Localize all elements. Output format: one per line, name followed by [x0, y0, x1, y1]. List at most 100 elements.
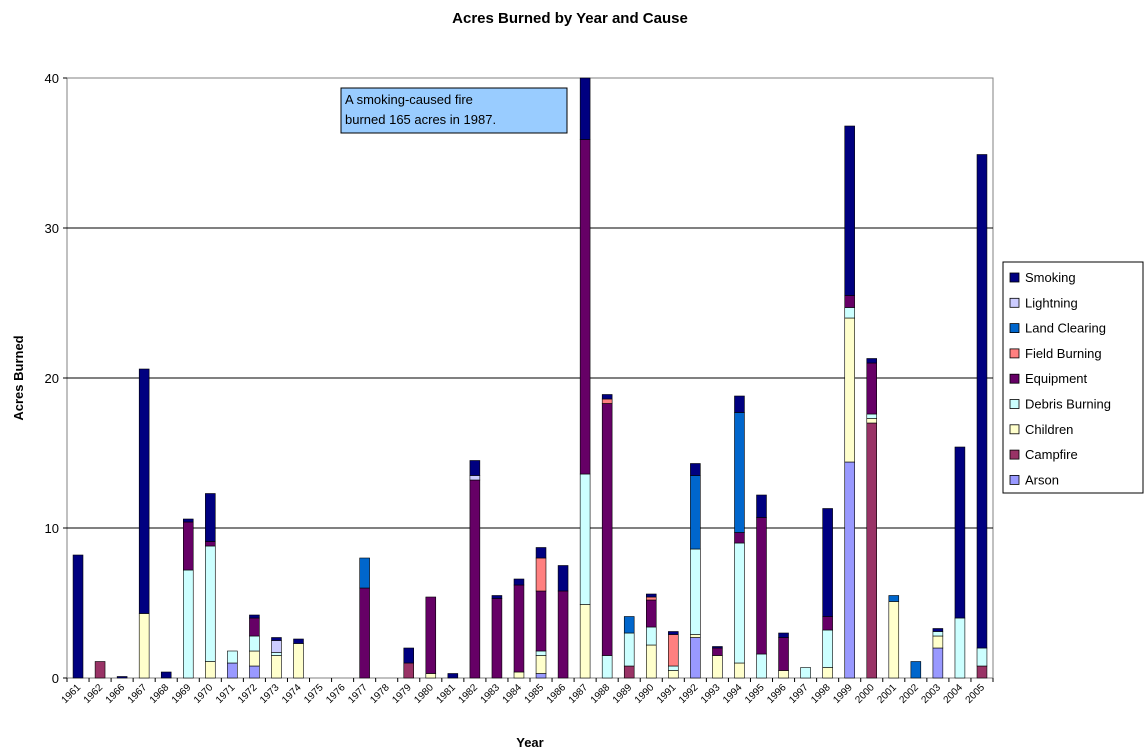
- x-tick-label: 1967: [126, 682, 150, 706]
- y-tick-label: 40: [45, 71, 59, 86]
- x-tick-label: 2003: [919, 682, 943, 706]
- legend: Smoking Lightning Land Clearing Field Burni…: [1002, 261, 1144, 494]
- legend-label: Arson: [1025, 472, 1059, 487]
- bar-segment-equipment: [866, 362, 877, 415]
- bar-segment-land-clearing: [888, 595, 900, 602]
- x-tick-label: 1971: [214, 682, 238, 706]
- bar-segment-smoking: [778, 632, 789, 638]
- x-tick-label: 1962: [82, 682, 106, 706]
- legend-label: Children: [1025, 422, 1073, 437]
- legend-box: [1002, 261, 1144, 494]
- bar-segment-arson: [227, 662, 238, 679]
- bar-segment-children: [866, 418, 877, 424]
- x-tick-label: 1961: [60, 682, 84, 706]
- bar-segment-children: [646, 644, 657, 679]
- legend-label: Equipment: [1025, 371, 1088, 386]
- bar-segment-arson: [249, 665, 260, 679]
- bar-segment-land-clearing: [690, 475, 701, 550]
- y-tick-label: 20: [45, 371, 59, 386]
- legend-swatch: [1009, 399, 1020, 409]
- bar-segment-smoking: [932, 628, 944, 632]
- x-tick-label: 1969: [170, 682, 194, 706]
- bar-segment-debris-burning: [535, 650, 547, 656]
- bar-segment-equipment: [491, 598, 503, 679]
- bar-segment-equipment: [601, 403, 613, 656]
- x-tick-label: 1981: [434, 682, 458, 706]
- bar-segment-smoking: [447, 673, 459, 679]
- bar-segment-debris-burning: [205, 545, 216, 662]
- bar-segment-arson: [690, 637, 701, 679]
- bar-segment-debris-burning: [932, 631, 944, 637]
- x-tick-label: 1975: [302, 682, 326, 706]
- bar-segment-field-burning: [535, 557, 547, 592]
- bar-segment-smoking: [646, 593, 657, 598]
- bar-segment-debris-burning: [601, 655, 613, 679]
- x-tick-label: 1977: [346, 682, 370, 706]
- y-axis-ticks: 0 10 20 30 40: [45, 71, 67, 686]
- bar-segment-children: [293, 643, 304, 679]
- bar-segment-debris-burning: [866, 413, 877, 419]
- bar-segment-smoking: [491, 595, 503, 599]
- x-tick-label: 1980: [412, 682, 436, 706]
- x-tick-label: 1987: [567, 682, 591, 706]
- bar-segment-debris-burning: [668, 665, 679, 671]
- bar-segment-debris-burning: [646, 626, 657, 646]
- y-axis-label: Acres Burned: [11, 335, 26, 420]
- x-axis-ticks: 1961196219661967196819691970197119721973…: [60, 678, 994, 706]
- bar-segment-children: [778, 670, 789, 679]
- legend-swatch: [1009, 474, 1020, 485]
- x-tick-label: 1982: [456, 682, 480, 706]
- bar-segment-equipment: [359, 587, 370, 679]
- bar-segment-children: [844, 317, 855, 463]
- bar-segment-children: [425, 673, 437, 679]
- bar-segment-debris-burning: [756, 653, 767, 679]
- bar-segment-equipment: [183, 521, 194, 571]
- legend-label: Smoking: [1025, 270, 1076, 285]
- bar-segment-children: [712, 655, 723, 679]
- bar-segment-campfire: [623, 665, 635, 679]
- bar-segment-debris-burning: [800, 667, 811, 679]
- bar-segment-smoking: [535, 547, 547, 559]
- bar-segment-smoking: [271, 637, 282, 641]
- bar-segment-children: [138, 613, 150, 679]
- bar-segment-debris-burning: [976, 647, 988, 667]
- bar-segment-smoking: [183, 518, 194, 523]
- bars: [72, 77, 988, 679]
- bar-segment-field-burning: [646, 596, 657, 601]
- bar-segment-smoking: [116, 676, 128, 679]
- x-tick-label: 1996: [765, 682, 789, 706]
- bar-segment-equipment: [756, 517, 767, 655]
- x-tick-label: 1985: [523, 682, 547, 706]
- bar-segment-debris-burning: [690, 548, 701, 635]
- bar-segment-debris-burning: [183, 569, 194, 679]
- x-tick-label: 1986: [545, 682, 569, 706]
- x-tick-label: 1974: [280, 682, 304, 706]
- bar-segment-children: [888, 601, 900, 679]
- bar-segment-children: [271, 655, 282, 679]
- x-tick-label: 2000: [853, 682, 877, 706]
- bar-segment-land-clearing: [734, 412, 745, 533]
- bar-segment-campfire: [403, 662, 414, 679]
- legend-label: Lightning: [1025, 295, 1078, 310]
- x-tick-label: 1997: [787, 682, 811, 706]
- x-tick-label: 1979: [390, 682, 414, 706]
- x-tick-label: 1992: [677, 682, 701, 706]
- bar-segment-debris-burning: [822, 629, 833, 668]
- x-tick-label: 1990: [633, 682, 657, 706]
- x-tick-label: 1968: [148, 682, 172, 706]
- bar-segment-equipment: [249, 617, 260, 637]
- bar-segment-equipment: [778, 637, 789, 671]
- bar-segment-smoking: [403, 647, 414, 664]
- bar-segment-equipment: [734, 532, 745, 544]
- bar-segment-equipment: [535, 590, 547, 652]
- annotation-line-1: A smoking-caused fire: [345, 92, 473, 107]
- x-tick-label: 1989: [611, 682, 635, 706]
- bar-segment-smoking: [690, 463, 701, 476]
- bar-segment-children: [734, 662, 745, 679]
- legend-label: Debris Burning: [1025, 397, 1111, 412]
- bar-segment-smoking: [249, 614, 260, 619]
- bar-segment-debris-burning: [844, 307, 855, 319]
- bar-segment-equipment: [646, 599, 657, 628]
- bar-segment-children: [579, 604, 591, 679]
